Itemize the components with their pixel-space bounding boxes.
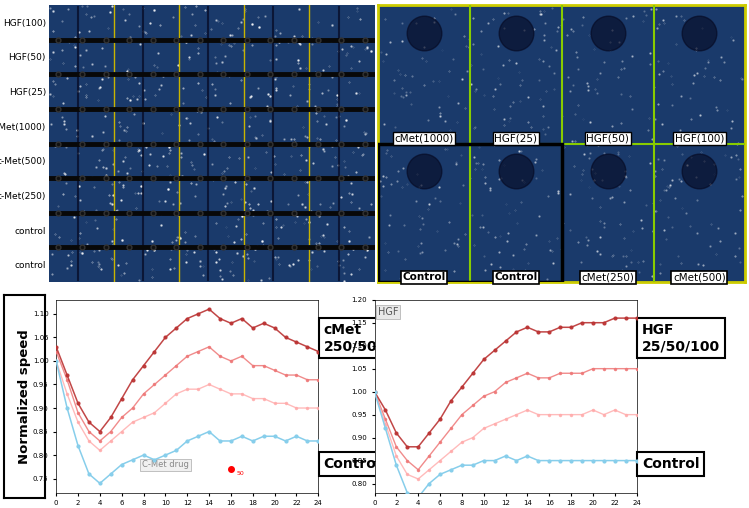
Text: HGF(25): HGF(25)	[494, 134, 537, 144]
Text: HGF
25/50/100: HGF 25/50/100	[642, 323, 720, 354]
Text: HGF(50): HGF(50)	[586, 134, 629, 144]
Text: cMet(1000): cMet(1000)	[395, 134, 454, 144]
Text: Normalized speed: Normalized speed	[18, 329, 31, 464]
Text: cMet
250/500/1000: cMet 250/500/1000	[324, 323, 431, 354]
Text: HGF: HGF	[377, 307, 398, 316]
Text: 50: 50	[237, 471, 244, 477]
Text: C-Met drug: C-Met drug	[142, 460, 189, 469]
Text: HGF(100): HGF(100)	[675, 134, 724, 144]
Text: cMet(250): cMet(250)	[581, 272, 634, 282]
Text: cMet(500): cMet(500)	[673, 272, 726, 282]
Text: Control: Control	[642, 457, 700, 471]
Text: Control: Control	[402, 272, 446, 282]
Text: Control: Control	[324, 457, 381, 471]
Text: Control: Control	[494, 272, 538, 282]
